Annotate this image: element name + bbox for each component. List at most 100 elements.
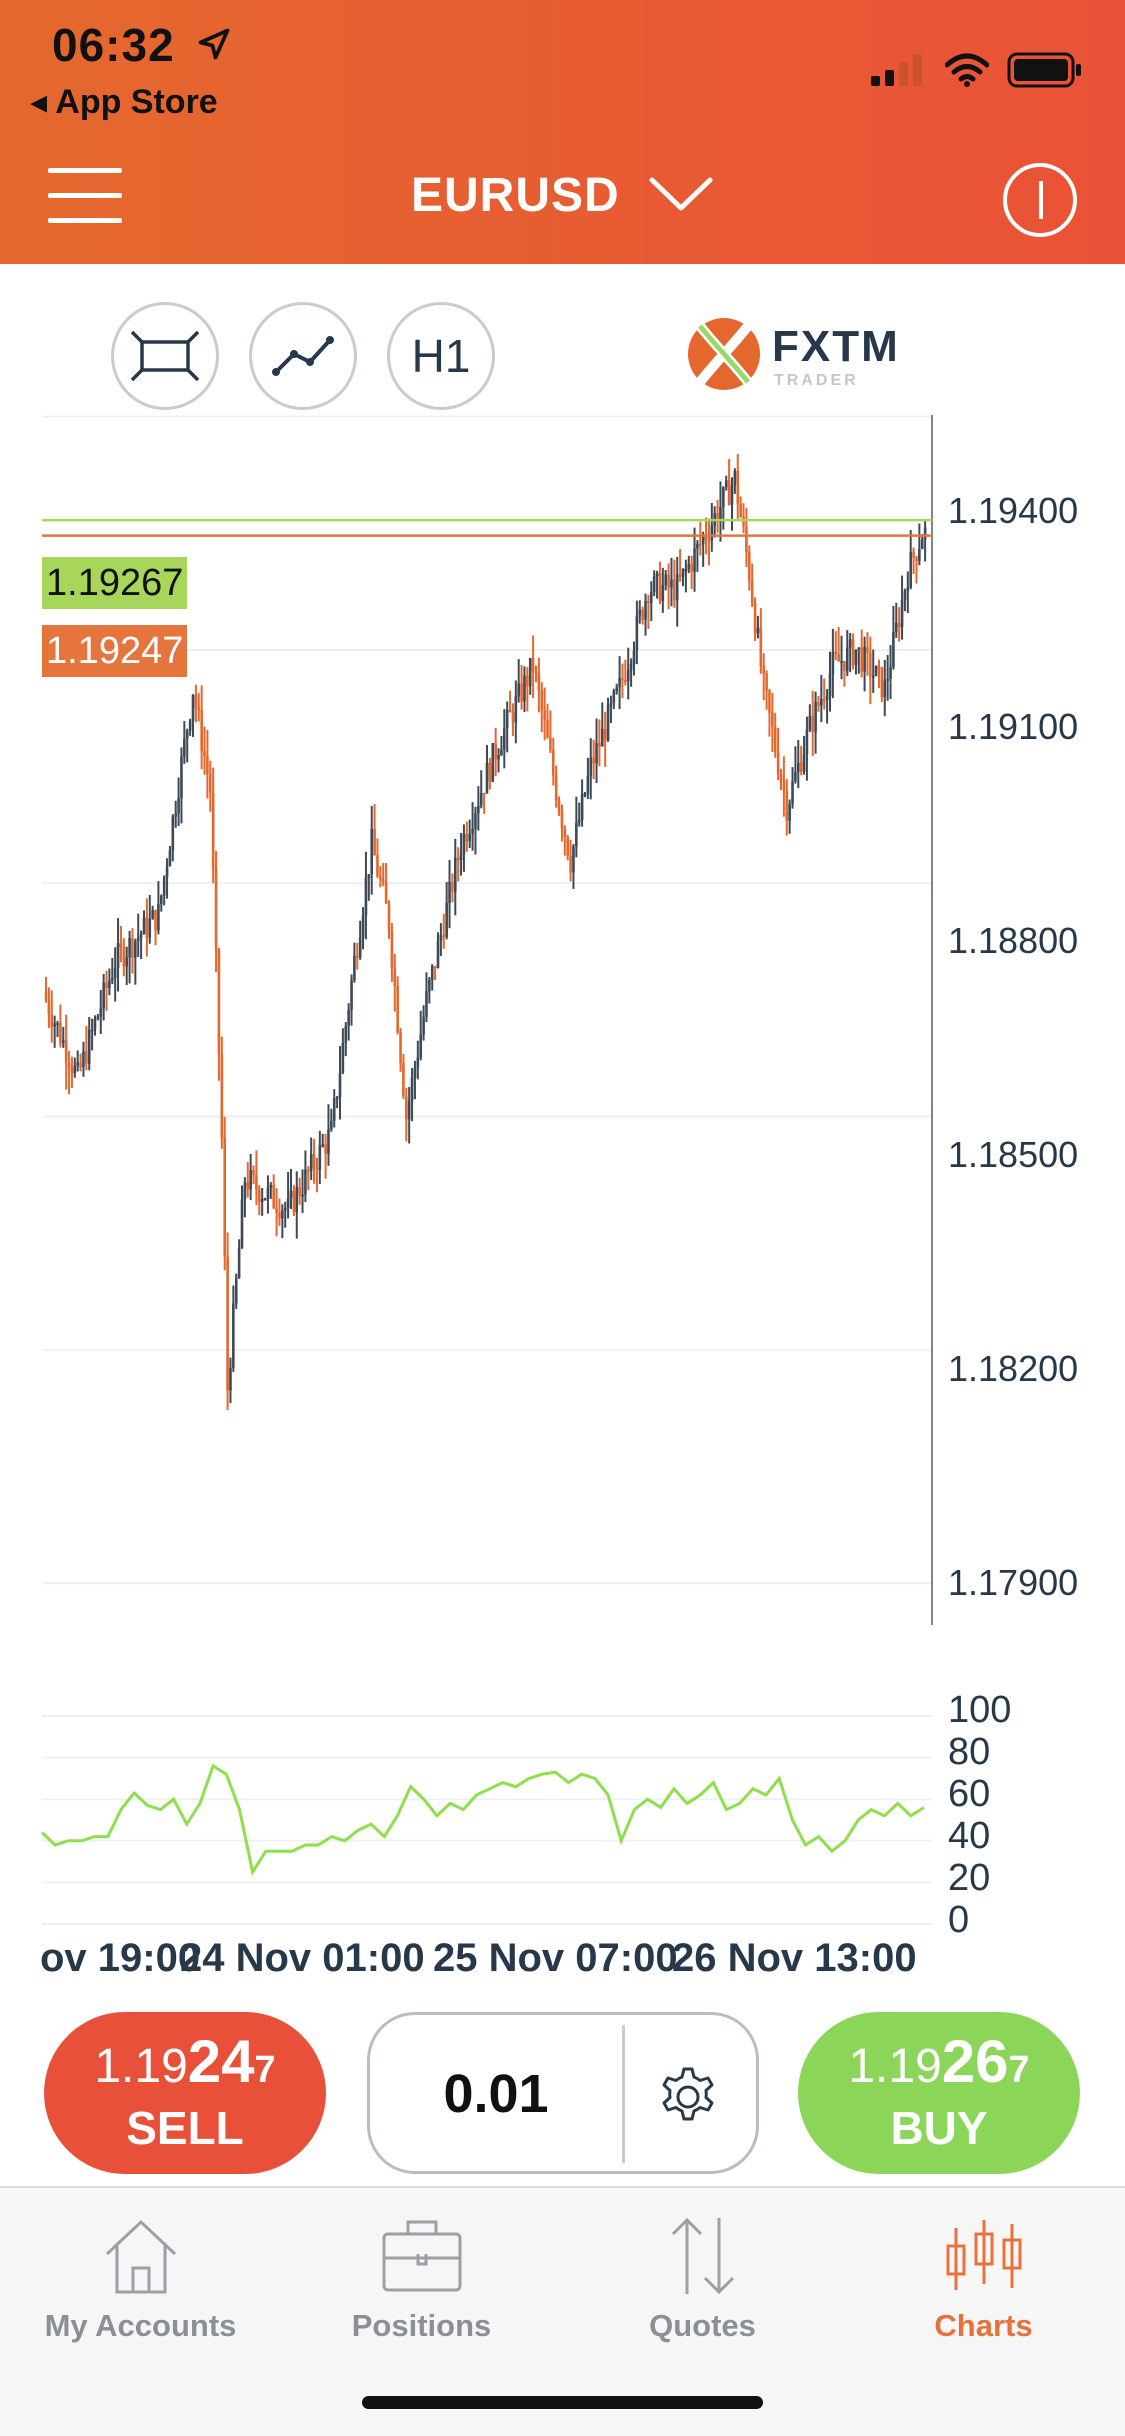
candle-body <box>759 627 763 667</box>
symbol-name: EURUSD <box>410 169 620 222</box>
back-to-app-store[interactable]: ◂ App Store <box>30 83 218 121</box>
candle-body <box>237 1247 241 1279</box>
brand-name: FXTM <box>772 322 900 371</box>
quotes-arrows-icon <box>671 2217 734 2295</box>
price-chart[interactable] <box>0 410 1125 1930</box>
candle-body <box>551 749 555 776</box>
candle-body <box>491 743 495 782</box>
candle-body <box>696 543 699 549</box>
candle-body <box>479 793 483 806</box>
candle-body <box>448 881 451 903</box>
candle-body <box>724 480 728 488</box>
candle-body <box>171 816 175 851</box>
candle-body <box>857 647 861 650</box>
tab-charts[interactable]: Charts <box>843 2208 1124 2344</box>
candle-body <box>183 738 186 757</box>
candle-body <box>474 813 477 829</box>
candle-body <box>508 709 512 713</box>
candle-body <box>125 957 129 967</box>
candle-body <box>531 657 535 672</box>
candle-body <box>701 536 705 545</box>
back-triangle-icon: ◂ <box>30 83 56 121</box>
oscillator-tick-label: 100 <box>948 1689 1012 1731</box>
candle-body <box>462 833 466 855</box>
symbol-selector[interactable]: EURUSD <box>0 168 1125 223</box>
candle-body <box>845 647 849 671</box>
candle-body <box>860 647 864 672</box>
cellular-signal-icon <box>871 54 922 86</box>
candle-body <box>854 649 858 666</box>
candle-body <box>742 516 745 527</box>
candle-body <box>615 687 619 692</box>
candle-body <box>517 683 521 697</box>
timeframe-button[interactable]: H1 <box>387 302 495 410</box>
hamburger-icon-line <box>48 168 122 173</box>
y-tick-label: 1.19100 <box>948 706 1079 747</box>
sell-button[interactable]: 1.19247 SELL <box>44 2012 326 2174</box>
candle-body <box>44 992 48 1000</box>
candle-body <box>831 651 835 674</box>
candle-body <box>327 1129 330 1154</box>
tab-positions[interactable]: Positions <box>281 2208 562 2344</box>
candle-body <box>877 666 881 669</box>
tab-quotes[interactable]: Quotes <box>562 2208 843 2344</box>
candle-body <box>520 683 523 702</box>
candle-body <box>583 793 587 796</box>
candle-body <box>624 679 627 682</box>
candle-body <box>451 881 454 892</box>
tab-my-accounts[interactable]: My Accounts <box>0 2208 281 2344</box>
candle-body <box>915 557 918 562</box>
candle-body <box>211 792 215 869</box>
candle-body <box>644 601 647 620</box>
candle-body <box>157 904 160 931</box>
chevron-down-icon <box>649 177 713 211</box>
candle-body <box>719 507 722 522</box>
candle-body <box>756 627 760 634</box>
candle-body <box>626 669 630 682</box>
candle-body <box>511 712 515 723</box>
candle-body <box>108 980 111 989</box>
menu-button[interactable] <box>48 168 122 226</box>
candle-body <box>304 1169 307 1195</box>
candle-body <box>658 573 662 602</box>
fullscreen-button[interactable] <box>111 302 219 410</box>
candle-body <box>402 1062 405 1097</box>
candle-body <box>638 609 642 616</box>
candle-body <box>485 762 489 794</box>
candle-body <box>549 737 552 750</box>
oscillator-tick-label: 20 <box>948 1857 991 1899</box>
candle-body <box>753 603 757 634</box>
candle-body <box>690 563 693 572</box>
candle-body <box>341 1042 345 1073</box>
candle-body <box>64 1040 68 1064</box>
oscillator-tick-label: 80 <box>948 1731 991 1773</box>
candle-body <box>866 646 869 653</box>
candle-body <box>214 868 218 950</box>
candle-body <box>301 1194 304 1197</box>
candle-body <box>445 902 448 938</box>
candle-body <box>338 1072 342 1098</box>
candle-body <box>554 775 558 801</box>
candle-body <box>318 1145 322 1170</box>
candle-body <box>177 798 180 814</box>
lot-size-value[interactable]: 0.01 <box>443 2064 549 2124</box>
buy-button[interactable]: 1.19267 BUY <box>798 2012 1080 2174</box>
chart-type-button[interactable] <box>249 302 357 410</box>
candle-body <box>208 774 212 793</box>
candle-body <box>534 671 538 674</box>
candle-body <box>234 1278 238 1304</box>
candle-body <box>306 1169 310 1172</box>
tab-bar: My Accounts Positions Quotes <box>0 2186 1125 2436</box>
buy-price: 1.19267 <box>848 2028 1030 2095</box>
location-arrow-icon <box>198 28 230 60</box>
info-icon[interactable] <box>1003 163 1077 237</box>
candle-body <box>387 903 391 931</box>
candle-body <box>367 874 371 878</box>
candle-body <box>494 743 497 760</box>
gear-icon[interactable] <box>656 2065 720 2129</box>
oscillator-tick-label: 40 <box>948 1815 991 1857</box>
candle-body <box>592 757 595 764</box>
candle-body <box>736 470 740 505</box>
candle-body <box>295 1187 299 1213</box>
lot-size-control[interactable]: 0.01 <box>367 2012 759 2174</box>
